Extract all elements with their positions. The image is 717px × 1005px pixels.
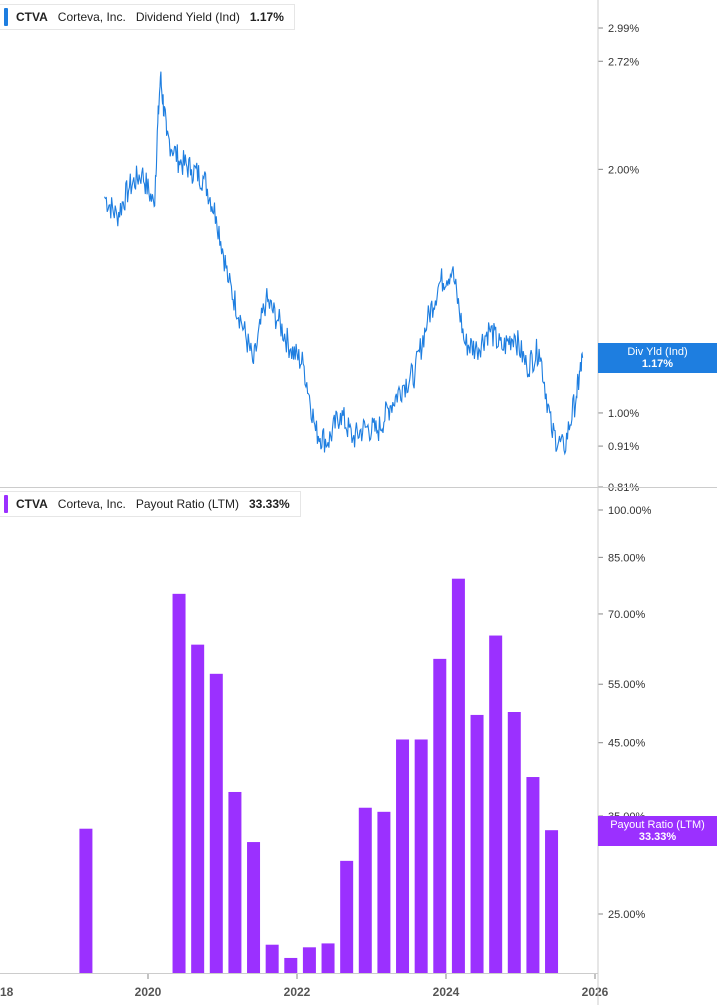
bottom-legend-value: 33.33% bbox=[248, 497, 290, 511]
top-y-tick-label: 2.99% bbox=[608, 23, 639, 35]
payout-bar bbox=[302, 947, 316, 973]
payout-bar bbox=[470, 714, 484, 973]
top-y-tick-label: 2.00% bbox=[608, 164, 639, 176]
x-tick-label: 18 bbox=[0, 985, 14, 999]
bottom-legend-company: Corteva, Inc. bbox=[57, 497, 126, 511]
x-axis: 18 2020 2022 2024 2026 bbox=[0, 973, 609, 999]
payout-bar bbox=[358, 807, 372, 973]
x-tick-label: 2022 bbox=[284, 985, 311, 999]
top-y-tick-label: 1.00% bbox=[608, 408, 639, 420]
payout-bar bbox=[79, 828, 93, 973]
top-legend-ticker: CTVA bbox=[16, 10, 48, 24]
payout-swatch bbox=[4, 495, 8, 513]
top-legend-metric: Dividend Yield (Ind) bbox=[135, 10, 240, 24]
top-y-tick-label: 2.72% bbox=[608, 56, 639, 68]
payout-series bbox=[79, 578, 559, 973]
x-tick-label: 2020 bbox=[135, 985, 162, 999]
x-tick-label: 2026 bbox=[582, 985, 609, 999]
payout-badge-value: 33.33% bbox=[638, 831, 677, 843]
payout-bar bbox=[265, 944, 279, 973]
payout-bar bbox=[433, 658, 447, 973]
payout-bar bbox=[545, 830, 559, 973]
bottom-y-axis: 100.00%85.00%70.00%55.00%45.00%35.00%25.… bbox=[598, 505, 652, 921]
payout-bar bbox=[209, 673, 223, 973]
payout-bar bbox=[191, 644, 205, 973]
payout-last-value-badge: Payout Ratio (LTM) 33.33% bbox=[598, 816, 717, 846]
yield-swatch bbox=[4, 8, 8, 26]
payout-bar bbox=[172, 593, 186, 973]
payout-bar bbox=[507, 712, 521, 973]
bottom-y-tick-label: 55.00% bbox=[608, 679, 646, 691]
payout-bar bbox=[284, 957, 298, 973]
bottom-y-tick-label: 25.00% bbox=[608, 909, 646, 921]
payout-bar bbox=[489, 635, 503, 973]
bottom-y-tick-label: 70.00% bbox=[608, 609, 646, 621]
yield-badge-label: Div Yld (Ind) bbox=[627, 346, 688, 358]
x-tick-label: 2024 bbox=[433, 985, 460, 999]
yield-line bbox=[104, 71, 584, 456]
payout-bar bbox=[340, 860, 354, 973]
payout-bar bbox=[414, 739, 428, 973]
bottom-legend: CTVA Corteva, Inc. Payout Ratio (LTM) 33… bbox=[0, 491, 301, 517]
payout-bar bbox=[247, 842, 261, 973]
payout-bar bbox=[377, 811, 391, 973]
yield-last-value-badge: Div Yld (Ind) 1.17% bbox=[598, 343, 717, 373]
top-legend-value: 1.17% bbox=[249, 10, 284, 24]
top-legend-company: Corteva, Inc. bbox=[57, 10, 126, 24]
payout-bar bbox=[526, 777, 540, 973]
bottom-y-tick-label: 100.00% bbox=[608, 505, 652, 517]
bottom-y-tick-label: 85.00% bbox=[608, 552, 646, 564]
yield-badge-value: 1.17% bbox=[641, 358, 674, 370]
bottom-legend-ticker: CTVA bbox=[16, 497, 48, 511]
bottom-y-tick-label: 45.00% bbox=[608, 738, 646, 750]
top-legend: CTVA Corteva, Inc. Dividend Yield (Ind) … bbox=[0, 4, 295, 30]
yield-series bbox=[104, 71, 584, 456]
payout-badge-label: Payout Ratio (LTM) bbox=[610, 819, 705, 831]
payout-bar bbox=[321, 943, 335, 973]
payout-bar bbox=[451, 578, 465, 973]
top-y-axis: 2.99%2.72%2.00%1.00%0.91%0.81% bbox=[598, 23, 639, 494]
bottom-legend-metric: Payout Ratio (LTM) bbox=[135, 497, 239, 511]
payout-bar bbox=[396, 739, 410, 973]
top-y-tick-label: 0.91% bbox=[608, 441, 639, 453]
payout-bar bbox=[228, 791, 242, 973]
